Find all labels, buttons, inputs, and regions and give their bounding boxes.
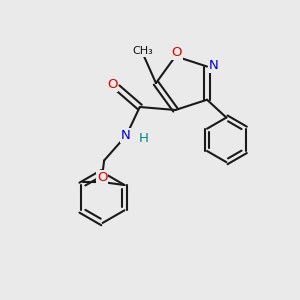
Text: CH₃: CH₃	[132, 46, 153, 56]
Text: N: N	[121, 129, 130, 142]
Text: O: O	[107, 78, 117, 91]
Text: N: N	[209, 59, 218, 72]
Text: O: O	[172, 46, 182, 59]
Text: O: O	[97, 171, 107, 184]
Text: H: H	[139, 132, 148, 145]
